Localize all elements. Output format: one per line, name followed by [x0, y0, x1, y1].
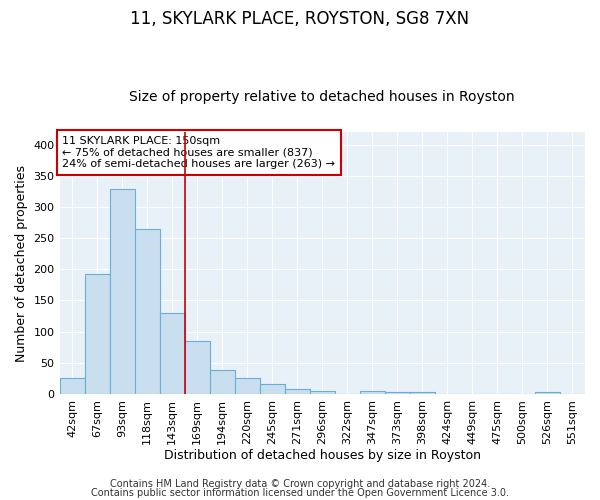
- Bar: [110, 190, 134, 394]
- Bar: [85, 274, 110, 394]
- Bar: [385, 392, 410, 394]
- Bar: [235, 378, 260, 394]
- Bar: [535, 392, 560, 394]
- Text: 11, SKYLARK PLACE, ROYSTON, SG8 7XN: 11, SKYLARK PLACE, ROYSTON, SG8 7XN: [130, 10, 470, 28]
- Bar: [360, 392, 385, 394]
- Bar: [410, 392, 435, 394]
- X-axis label: Distribution of detached houses by size in Royston: Distribution of detached houses by size …: [164, 450, 481, 462]
- Title: Size of property relative to detached houses in Royston: Size of property relative to detached ho…: [130, 90, 515, 104]
- Bar: [185, 341, 209, 394]
- Bar: [134, 228, 160, 394]
- Bar: [260, 384, 285, 394]
- Bar: [209, 370, 235, 394]
- Y-axis label: Number of detached properties: Number of detached properties: [15, 164, 28, 362]
- Bar: [310, 392, 335, 394]
- Text: Contains HM Land Registry data © Crown copyright and database right 2024.: Contains HM Land Registry data © Crown c…: [110, 479, 490, 489]
- Bar: [59, 378, 85, 394]
- Text: Contains public sector information licensed under the Open Government Licence 3.: Contains public sector information licen…: [91, 488, 509, 498]
- Bar: [285, 389, 310, 394]
- Text: 11 SKYLARK PLACE: 150sqm
← 75% of detached houses are smaller (837)
24% of semi-: 11 SKYLARK PLACE: 150sqm ← 75% of detach…: [62, 136, 335, 169]
- Bar: [160, 313, 185, 394]
